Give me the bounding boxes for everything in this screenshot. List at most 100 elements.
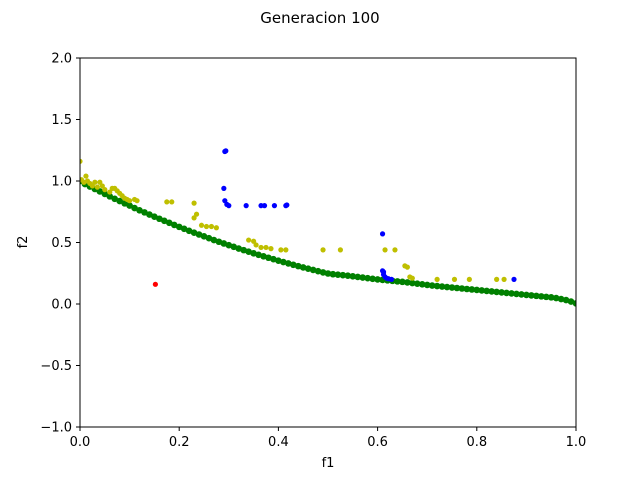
x-tick-label: 0.8 (466, 435, 487, 450)
y-tick-label: 1.0 (51, 175, 72, 190)
data-point (190, 229, 198, 236)
data-point (106, 193, 114, 200)
data-point (102, 187, 108, 193)
data-point (388, 276, 395, 282)
data-point (314, 267, 322, 275)
data-point (243, 203, 249, 209)
data-point (270, 255, 277, 263)
data-point (409, 279, 416, 287)
data-point (349, 273, 357, 280)
data-point (152, 281, 158, 287)
data-point (334, 271, 342, 279)
data-point (235, 245, 243, 252)
data-point (513, 290, 520, 298)
data-point (433, 282, 441, 290)
data-point (428, 282, 436, 289)
data-point (466, 276, 472, 282)
y-tick-label: −0.5 (40, 359, 72, 374)
data-point (226, 203, 232, 209)
data-point (165, 219, 173, 227)
data-point (399, 278, 406, 286)
data-point (175, 223, 183, 231)
y-tick-label: −1.0 (40, 421, 72, 436)
data-point (101, 190, 109, 198)
data-point (258, 244, 264, 251)
data-point (261, 203, 268, 209)
data-point (253, 242, 259, 248)
data-point (94, 184, 100, 190)
data-point (185, 227, 193, 235)
data-point (572, 300, 576, 307)
data-point (141, 209, 148, 216)
data-point (193, 211, 200, 217)
data-point (208, 223, 215, 230)
data-point (557, 295, 565, 303)
data-point (468, 286, 476, 293)
data-point (107, 189, 113, 195)
data-point (213, 225, 219, 231)
data-point (404, 279, 411, 286)
data-point (503, 289, 510, 297)
data-point (562, 296, 570, 304)
data-point (339, 271, 347, 279)
data-point (240, 246, 247, 254)
data-point (359, 274, 367, 281)
data-point (511, 276, 517, 282)
data-point (423, 281, 431, 289)
data-point (567, 298, 575, 305)
data-point (220, 240, 228, 247)
data-point (458, 285, 466, 292)
y-tick-label: 0.0 (51, 298, 72, 313)
data-point (191, 200, 197, 206)
data-point (493, 288, 500, 296)
data-point (478, 287, 486, 294)
data-point (230, 243, 238, 251)
y-axis: −1.0 −0.5 0.0 0.5 1.0 1.5 2.0 (40, 52, 80, 436)
data-point (215, 238, 223, 246)
data-point (285, 260, 292, 267)
data-point (354, 273, 362, 281)
data-point (164, 199, 170, 205)
data-point (283, 247, 289, 253)
data-point (265, 254, 272, 262)
data-point (263, 244, 269, 251)
data-point (533, 292, 540, 300)
data-point (250, 250, 257, 257)
data-point (223, 148, 229, 154)
data-point (337, 247, 343, 253)
data-point (404, 264, 410, 270)
data-point (309, 266, 317, 274)
x-axis: 0.0 0.2 0.4 0.6 0.8 1.0 (70, 427, 586, 450)
data-point (453, 284, 461, 292)
data-point (126, 202, 133, 209)
data-point (203, 223, 210, 230)
data-point (344, 272, 352, 280)
data-point (260, 252, 267, 260)
data-point (394, 278, 401, 285)
data-point (268, 246, 274, 252)
x-tick-label: 0.0 (70, 435, 91, 450)
data-point (255, 251, 262, 259)
data-point (488, 288, 495, 295)
x-tick-label: 0.6 (367, 435, 388, 450)
data-point (151, 213, 158, 220)
data-point (116, 197, 123, 205)
data-point (170, 221, 178, 229)
data-point (294, 262, 302, 270)
x-tick-label: 0.4 (268, 435, 289, 450)
data-point (494, 276, 500, 282)
data-point (448, 284, 456, 291)
data-point (463, 285, 471, 293)
data-point (542, 293, 550, 301)
data-point (379, 231, 386, 237)
data-point (225, 241, 233, 249)
chart-title: Generacion 100 (260, 9, 379, 27)
y-tick-label: 2.0 (51, 52, 72, 67)
data-point (284, 202, 290, 208)
data-point (289, 261, 297, 269)
data-point (280, 258, 287, 266)
data-point (161, 217, 168, 225)
data-point (451, 276, 458, 282)
